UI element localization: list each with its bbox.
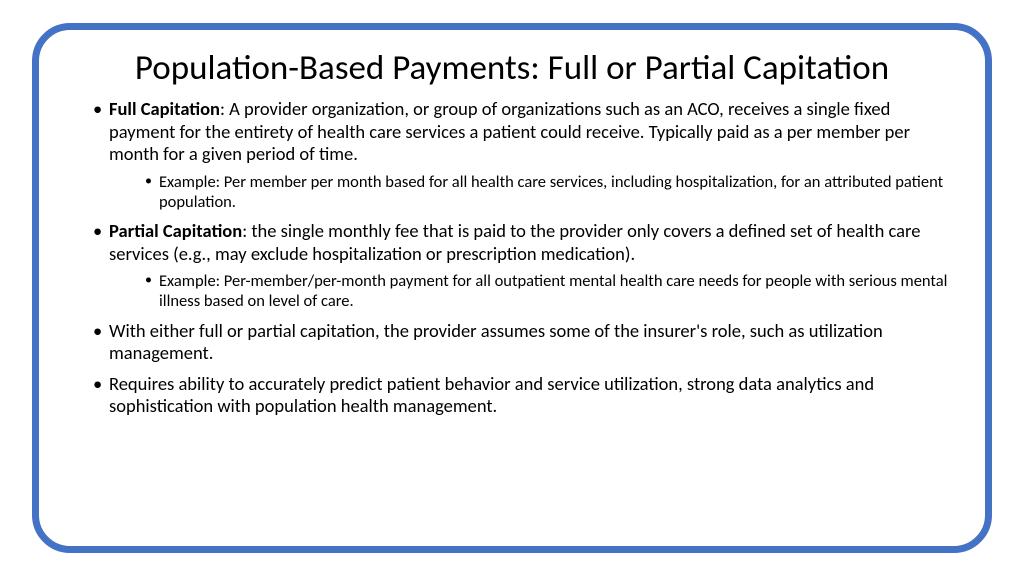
bullet-text: With either full or partial capitation, … (109, 319, 883, 365)
bullet-bold-lead: Partial Capitation (109, 219, 242, 242)
sub-list-item: Example: Per member per month based for … (145, 172, 949, 212)
bullet-text: Requires ability to accurately predict p… (109, 372, 874, 418)
list-item: Full Capitation: A provider organization… (93, 98, 949, 212)
bullet-text: : A provider organization, or group of o… (109, 97, 910, 165)
sub-list: Example: Per-member/per-month payment fo… (109, 271, 949, 311)
bullet-bold-lead: Full Capitation (109, 97, 220, 120)
slide-title: Population-Based Payments: Full or Parti… (75, 48, 949, 88)
sub-list: Example: Per member per month based for … (109, 172, 949, 212)
list-item: Partial Capitation: the single monthly f… (93, 220, 949, 311)
bullet-list: Full Capitation: A provider organization… (75, 98, 949, 418)
list-item: Requires ability to accurately predict p… (93, 373, 949, 418)
slide-frame: Population-Based Payments: Full or Parti… (32, 23, 992, 553)
list-item: With either full or partial capitation, … (93, 320, 949, 365)
sub-list-item: Example: Per-member/per-month payment fo… (145, 271, 949, 311)
